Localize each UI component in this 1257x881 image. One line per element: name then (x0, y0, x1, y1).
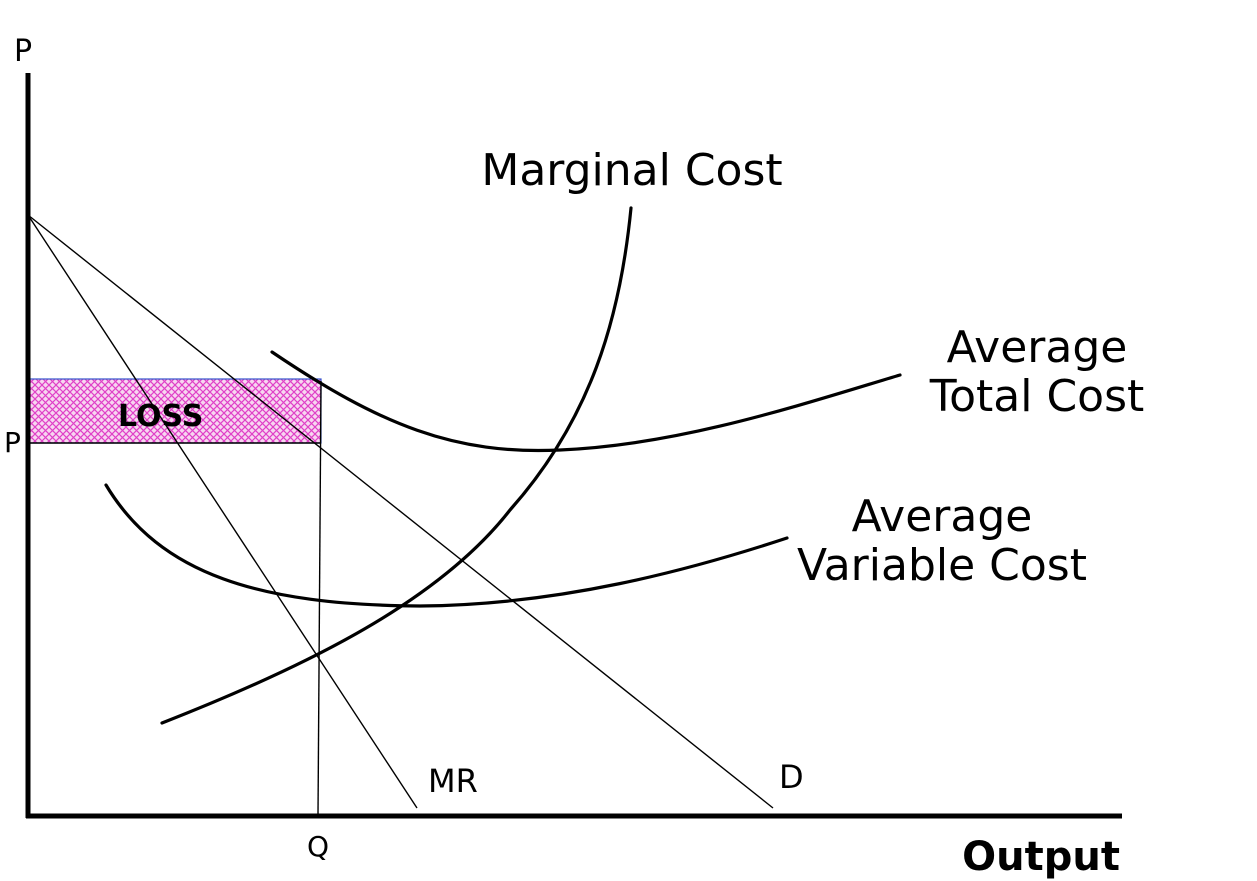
loss-area (27, 378, 322, 444)
marginal-cost-label: Marginal Cost (481, 145, 782, 196)
avc-label-line1: Average (852, 491, 1033, 542)
y-axis-label: P (14, 34, 32, 69)
demand-curve (27, 214, 774, 809)
quantity-label: Q (307, 830, 329, 863)
marginal-cost-curve (160, 206, 633, 725)
atc-label-line1: Average (947, 322, 1128, 373)
price-label: P (4, 426, 21, 459)
x-axis-label: Output (962, 834, 1120, 880)
marginal-revenue-curve (27, 214, 418, 809)
loss-label: LOSS (118, 399, 203, 434)
average-variable-cost-curve (104, 483, 789, 608)
demand-label: D (779, 758, 804, 796)
average-total-cost-curve (270, 350, 902, 453)
mr-label: MR (428, 762, 478, 800)
quantity-line (317, 380, 322, 816)
atc-label-line2: Total Cost (929, 371, 1145, 422)
avc-label-line2: Variable Cost (797, 540, 1087, 591)
